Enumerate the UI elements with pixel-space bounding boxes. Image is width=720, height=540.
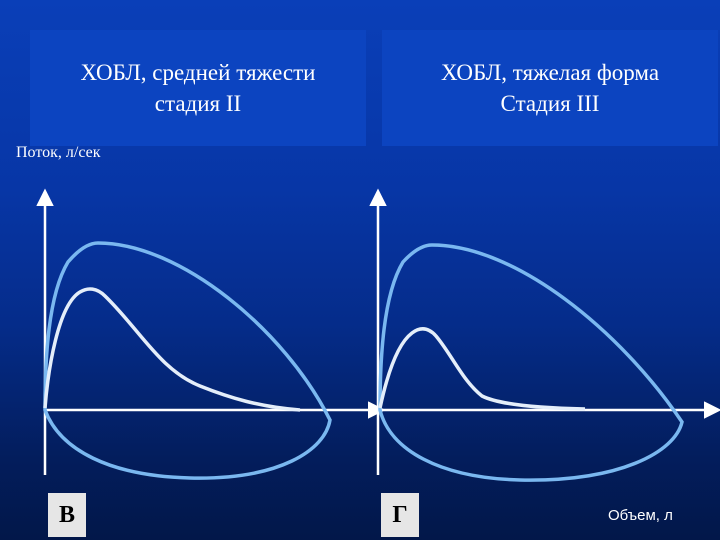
right-title-line1: ХОБЛ, тяжелая форма [440, 60, 660, 85]
right-panel-label: Г [381, 493, 419, 537]
right-normal-loop [378, 243, 684, 482]
x-axis-label: Объем, л [608, 507, 673, 524]
right-title-line2: Стадия III [500, 91, 600, 116]
right-panel-title: ХОБЛ, тяжелая форма Стадия III [382, 30, 718, 146]
left-panel-title: ХОБЛ, средней тяжести стадия II [30, 30, 366, 146]
left-title-line1: ХОБЛ, средней тяжести [80, 60, 316, 85]
left-title-line2: стадия II [154, 91, 242, 116]
left-normal-loop [43, 241, 332, 480]
left-copd-curve [43, 287, 301, 412]
right-copd-curve [378, 327, 586, 411]
y-axis-label: Поток, л/сек [16, 144, 101, 161]
left-panel-label: В [48, 493, 86, 537]
